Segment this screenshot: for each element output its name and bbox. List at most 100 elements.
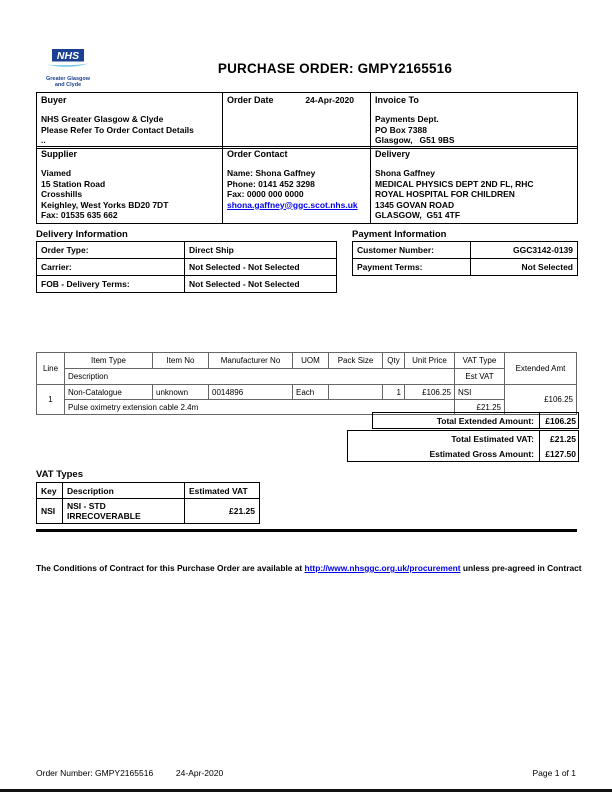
footer-order-number: Order Number: GMPY2165516 [36, 768, 154, 778]
item-extended-amt: £106.25 [504, 384, 577, 415]
delivery-line: GLASGOW, G51 4TF [375, 210, 461, 220]
col-qty: Qty [382, 352, 405, 369]
invoice-line: Payments Dept. [375, 114, 439, 124]
vat-description: NSI - STD IRRECOVERABLE [62, 498, 185, 524]
procurement-link[interactable]: http://www.nhsggc.org.uk/procurement [304, 563, 461, 573]
gross-amount-value: £127.50 [539, 446, 578, 461]
supplier-line: 15 Station Road [41, 178, 106, 189]
order-date-value: 24-Apr-2020 [305, 95, 354, 105]
total-extended-value: £106.25 [539, 413, 578, 428]
buyer-line: Please Refer To Order Contact Details [41, 124, 194, 135]
delivery-info-row: Carrier: Not Selected - Not Selected [36, 258, 337, 276]
vat-estimated: £21.25 [184, 498, 260, 524]
invoice-to-heading: Invoice To [375, 95, 419, 105]
delivery-heading: Delivery [375, 149, 411, 159]
supplier-line: Viamed [41, 168, 72, 178]
footer-page-number: Page 1 of 1 [532, 768, 576, 778]
bottom-edge-bar [0, 789, 612, 792]
buyer-heading: Buyer [41, 95, 67, 105]
nhs-logo: NHS Greater Glasgow and Clyde [42, 49, 94, 88]
total-vat-label: Total Estimated VAT: [451, 433, 534, 444]
item-description-row: Pulse oximetry extension cable 2.4m £21.… [37, 399, 577, 415]
payment-info-label: Customer Number: [352, 241, 471, 259]
payment-info-row: Customer Number: GGC3142-0139 [352, 241, 578, 259]
items-header-row-2: Description Est VAT [37, 368, 577, 385]
page-title: PURCHASE ORDER: GMPY2165516 [217, 61, 453, 76]
col-pack-size: Pack Size [328, 352, 383, 369]
item-no: unknown [152, 384, 209, 400]
delivery-cell: Delivery Shona Gaffney MEDICAL PHYSICS D… [370, 146, 578, 224]
total-extended-box: Total Extended Amount: £106.25 [372, 412, 579, 429]
col-est-vat: Est VAT [454, 368, 505, 385]
delivery-line: ROYAL HOSPITAL FOR CHILDREN [375, 189, 515, 199]
item-vat-type: NSI [454, 384, 505, 400]
delivery-line: MEDICAL PHYSICS DEPT 2ND FL, RHC [375, 178, 534, 189]
total-extended-label: Total Extended Amount: [436, 415, 534, 426]
items-table: Line Item Type Item No Manufacturer No U… [36, 352, 577, 415]
svg-text:NHS: NHS [57, 50, 79, 62]
totals-summary-box: Total Estimated VAT: £21.25 Estimated Gr… [347, 430, 579, 462]
payment-info-row: Payment Terms: Not Selected [352, 258, 578, 276]
buyer-line: NHS Greater Glasgow & Clyde [41, 114, 164, 124]
item-row: 1 Non-Catalogue unknown 0014896 Each 1 £… [36, 384, 577, 415]
buyer-line: .. [41, 135, 46, 145]
conditions-text: The Conditions of Contract for this Purc… [36, 563, 596, 573]
footer-date: 24-Apr-2020 [175, 768, 224, 778]
delivery-information-table: Order Type: Direct Ship Carrier: Not Sel… [36, 241, 337, 293]
conditions-prefix: The Conditions of Contract for this Purc… [36, 563, 305, 573]
delivery-info-value: Direct Ship [184, 241, 337, 259]
payment-information-table: Customer Number: GGC3142-0139 Payment Te… [352, 241, 578, 276]
item-est-vat: £21.25 [454, 399, 505, 415]
page-footer: Order Number: GMPY2165516 24-Apr-2020 Pa… [36, 768, 576, 778]
item-qty: 1 [382, 384, 405, 400]
order-date-cell: Order Date 24-Apr-2020 [222, 92, 371, 149]
col-unit-price: Unit Price [404, 352, 455, 369]
vat-types-heading: VAT Types [36, 469, 83, 480]
divider-rule [36, 529, 577, 532]
item-unit-price: £106.25 [404, 384, 455, 400]
supplier-line: Keighley, West Yorks BD20 7DT [41, 199, 169, 210]
items-header-row-1: Line Item Type Item No Manufacturer No U… [36, 352, 577, 385]
item-description: Pulse oximetry extension cable 2.4m [64, 399, 455, 415]
delivery-info-value: Not Selected - Not Selected [184, 275, 337, 293]
supplier-line: Crosshills [41, 189, 83, 199]
buyer-cell: Buyer NHS Greater Glasgow & Clyde Please… [36, 92, 223, 149]
delivery-information-heading: Delivery Information [36, 229, 128, 240]
nhs-logo-icon: NHS [47, 49, 89, 67]
col-uom: UOM [292, 352, 329, 369]
logo-org-line2: and Clyde [54, 82, 82, 88]
order-contact-email-link[interactable]: shona.gaffney@ggc.scot.nhs.uk [227, 199, 358, 210]
delivery-info-label: Order Type: [36, 241, 185, 259]
order-date-label: Order Date [227, 95, 274, 105]
item-line: 1 [36, 384, 65, 415]
item-pack-size [328, 384, 383, 400]
supplier-line: Fax: 01535 635 662 [41, 210, 118, 220]
item-type: Non-Catalogue [64, 384, 153, 400]
buyer-invoice-table: Buyer NHS Greater Glasgow & Clyde Please… [36, 92, 578, 149]
col-item-type: Item Type [64, 352, 153, 369]
payment-info-value: GGC3142-0139 [470, 241, 578, 259]
delivery-info-label: FOB - Delivery Terms: [36, 275, 185, 293]
col-line: Line [36, 352, 65, 385]
order-contact-cell: Order Contact Name: Shona Gaffney Phone:… [222, 146, 371, 224]
order-contact-heading: Order Contact [227, 149, 288, 159]
order-contact-name: Name: Shona Gaffney [227, 168, 316, 178]
vat-col-estimated: Estimated VAT [184, 482, 260, 499]
invoice-line: PO Box 7388 [375, 124, 427, 135]
vat-col-description: Description [62, 482, 185, 499]
col-description: Description [64, 368, 455, 385]
payment-info-label: Payment Terms: [352, 258, 471, 276]
payment-information-heading: Payment Information [352, 229, 447, 240]
delivery-info-row: FOB - Delivery Terms: Not Selected - Not… [36, 275, 337, 293]
supplier-delivery-table: Supplier Viamed 15 Station Road Crosshil… [36, 146, 578, 224]
item-manufacturer-no: 0014896 [208, 384, 293, 400]
item-uom: Each [292, 384, 329, 400]
invoice-to-cell: Invoice To Payments Dept. PO Box 7388 Gl… [370, 92, 578, 149]
logo-org-line1: Greater Glasgow [45, 76, 91, 82]
vat-col-key: Key [36, 482, 63, 499]
total-vat-value: £21.25 [539, 431, 578, 446]
col-manufacturer-no: Manufacturer No [208, 352, 293, 369]
col-extended-amt: Extended Amt [504, 352, 577, 385]
delivery-info-row: Order Type: Direct Ship [36, 241, 337, 259]
vat-types-table: Key Description Estimated VAT NSI NSI - … [36, 482, 260, 524]
